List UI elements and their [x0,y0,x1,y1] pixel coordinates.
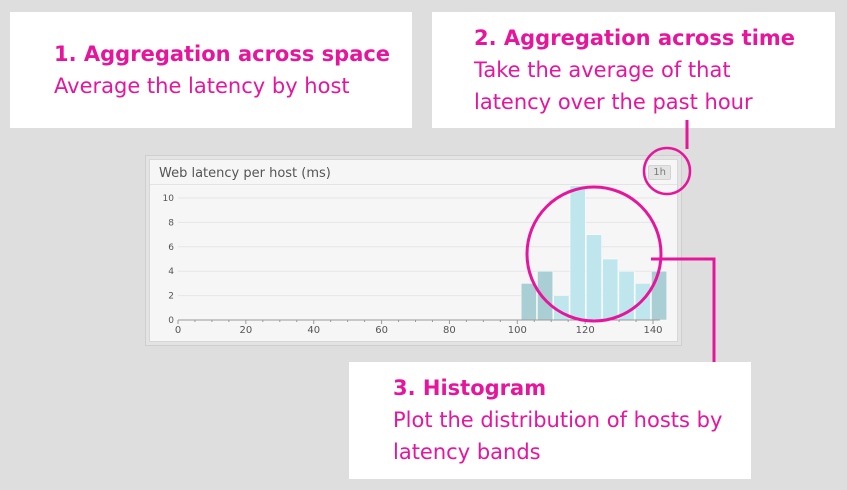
y-tick-label: 6 [168,243,174,253]
callout-title: 1. Aggregation across space [54,42,391,66]
x-tick-label: 60 [375,325,388,336]
histogram-bar [651,270,668,321]
y-tick-label: 10 [163,194,175,204]
time-range-badge[interactable]: 1h [648,165,671,180]
callout-space-aggregation: 1. Aggregation across space Average the … [10,12,412,128]
x-tick-label: 40 [307,325,320,336]
histogram-bar [569,185,586,321]
callout-title: 3. Histogram [393,376,547,400]
time-badge-circle [642,146,692,196]
x-tick-label: 80 [443,325,456,336]
connector-histogram [651,257,716,385]
title-divider [150,184,677,185]
x-tick-label: 0 [175,325,181,336]
x-tick-label: 100 [508,325,527,336]
y-tick-label: 4 [168,267,174,277]
callout-histogram: 3. Histogram Plot the distribution of ho… [349,362,751,479]
histogram-bars [520,185,668,321]
widget-title: Web latency per host (ms) [159,166,331,181]
callout-text: Average the latency by host [54,74,350,98]
y-tick-label: 2 [168,292,174,302]
y-tick-label: 0 [168,316,174,326]
x-tick-label: 140 [643,325,662,336]
callout-text-line-2: latency bands [393,440,541,464]
callout-title: 2. Aggregation across time [474,26,796,50]
callout-text-line-1: Plot the distribution of hosts by [393,408,723,432]
y-tick-label: 8 [168,218,174,228]
magnifier-circle [525,185,663,323]
callout-text-line-1: Take the average of that [474,58,731,82]
callout-text-line-2: latency over the past hour [474,90,753,114]
callout-time-aggregation: 2. Aggregation across time Take the aver… [432,12,835,128]
x-tick-label: 20 [239,325,252,336]
x-tick-label: 120 [576,325,595,336]
histogram-bar [602,258,619,321]
annotations [525,120,716,385]
histogram-bar [520,283,537,321]
histogram-bar [586,234,602,321]
